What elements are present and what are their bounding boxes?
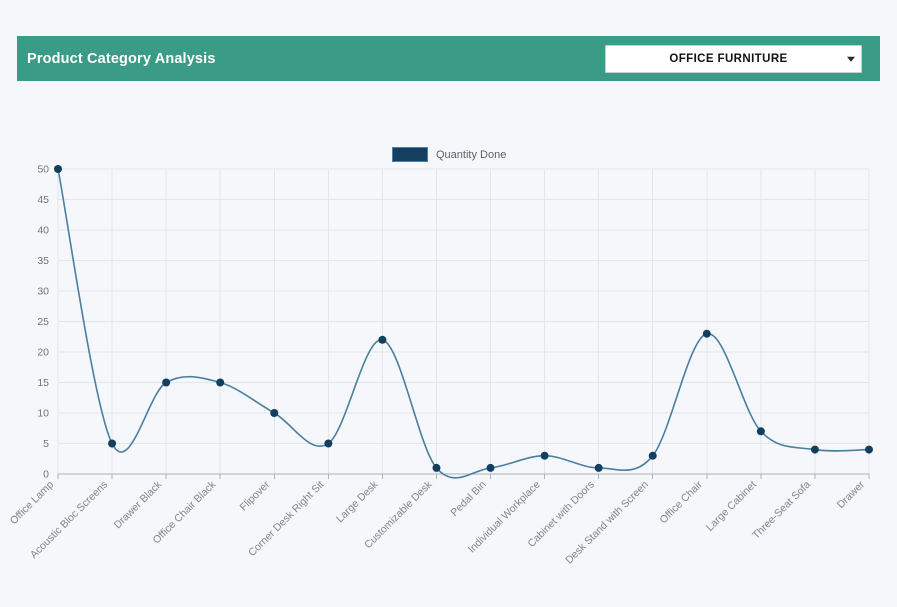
- y-axis-tick-label: 30: [37, 286, 49, 298]
- series-line-quantity-done: [57, 168, 870, 479]
- y-axis-tick-label: 10: [37, 408, 49, 420]
- x-axis-tick-label: Drawer Black: [112, 478, 165, 531]
- data-point[interactable]: Desk Stand with Screen: 3: [648, 451, 657, 460]
- legend-label-quantity-done: Quantity Done: [436, 148, 507, 161]
- page-title: Product Category Analysis: [27, 50, 216, 67]
- x-axis-tick-label: Flipover: [237, 478, 272, 513]
- y-axis-tick-label: 5: [43, 438, 49, 450]
- x-axis-tick-label: Pedal Bin: [448, 479, 488, 519]
- y-axis-tick-label: 15: [37, 377, 49, 389]
- line-chart-plot: 0 5 10 15 20 25 30 35 40 45 50 Office Lamp Acoustic …: [8, 164, 873, 566]
- x-axis-tick-label: Large Desk: [334, 478, 381, 525]
- data-point[interactable]: Three-Seat Sofa: 4: [810, 445, 819, 454]
- data-point[interactable]: Office Lamp: 50: [54, 165, 62, 173]
- x-axis-tick-label: Three-Seat Sofa: [750, 479, 813, 542]
- y-axis-tick-label: 50: [37, 164, 49, 176]
- page-header-bar: Product Category Analysis OFFICE FURNITU…: [17, 36, 880, 81]
- data-point[interactable]: Pedal Bin: 1: [486, 463, 495, 472]
- y-axis-tick-label: 40: [37, 225, 49, 237]
- y-axis-tick-label: 20: [37, 347, 49, 359]
- legend-swatch-quantity-done: [392, 147, 428, 162]
- data-point[interactable]: Large Desk: 22: [378, 335, 387, 344]
- data-point[interactable]: Drawer: 4: [865, 445, 873, 454]
- y-axis-tick-label: 45: [37, 194, 49, 206]
- data-point[interactable]: Large Cabinet: 7: [756, 427, 765, 436]
- data-point[interactable]: Individual Workplace: 3: [540, 451, 549, 460]
- x-axis-tick-label: Office Chair: [657, 478, 705, 526]
- y-axis-tick-label: 0: [43, 469, 49, 481]
- chart-container: Quantity Done 0 5 10 15 20 25 30 35 40 45 50 Office…: [0, 100, 897, 607]
- data-point[interactable]: Cabinet with Doors: 1: [594, 463, 603, 472]
- x-axis-tick-label: Drawer: [835, 478, 868, 511]
- data-point[interactable]: Drawer Black: 15: [162, 378, 171, 387]
- data-point[interactable]: Customizable Desk: 1: [432, 463, 441, 472]
- y-axis-tick-label: 25: [37, 316, 49, 328]
- data-point[interactable]: Corner Desk Right Sit: 5: [324, 439, 333, 448]
- data-point[interactable]: Office Chair: 23: [702, 329, 711, 338]
- chart-legend: Quantity Done: [392, 147, 506, 162]
- y-axis-tick-label: 35: [37, 255, 49, 267]
- x-axis-tick-label: Office Lamp: [8, 479, 56, 527]
- data-point[interactable]: Flipover: 10: [270, 409, 279, 417]
- data-point[interactable]: Acoustic Bloc Screens: 5: [108, 439, 117, 448]
- data-point[interactable]: Office Chair Black: 15: [216, 378, 225, 387]
- category-select-wrapper[interactable]: OFFICE FURNITURE: [605, 44, 862, 73]
- x-axis-tick-label: Large Cabinet: [704, 479, 759, 534]
- category-select[interactable]: OFFICE FURNITURE: [605, 44, 862, 73]
